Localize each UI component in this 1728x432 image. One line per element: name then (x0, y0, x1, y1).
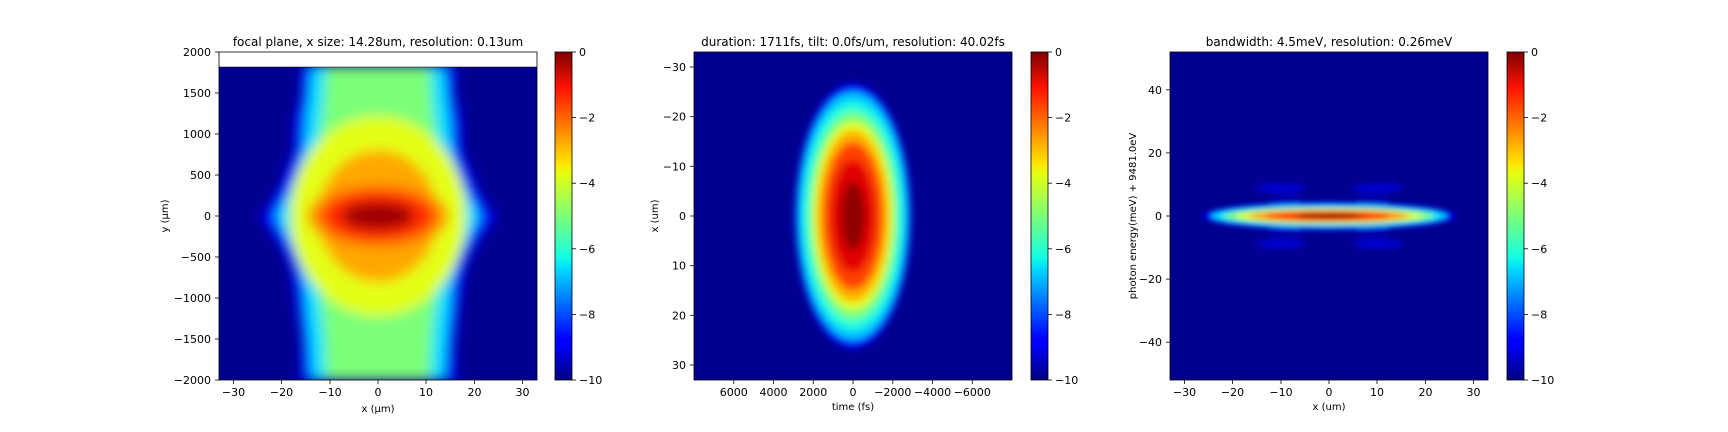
panel2-cbar-tick: −2 (1055, 112, 1071, 125)
panel3-cbar-tick: −10 (1531, 374, 1554, 387)
panel3-ylabel: photon energy(meV) + 9481.0eV (1128, 133, 1139, 300)
panel1-cbar-tick: −6 (579, 243, 595, 256)
panel1-xtick: 0 (375, 386, 382, 399)
panel2-xtick: −6000 (954, 386, 991, 399)
panel2-cbar-tick: −8 (1055, 308, 1071, 321)
panel1-ytick: 500 (190, 169, 211, 182)
panel1-xtick: −10 (318, 386, 341, 399)
panel2-cbar-tick: −4 (1055, 177, 1071, 190)
panel3-cbar-tick: 0 (1531, 46, 1538, 59)
panel-duration: duration: 1711fs, tilt: 0.0fs/um, resolu… (650, 35, 1078, 413)
panel1-xtick: 20 (468, 386, 482, 399)
panel2-cbar-tick: −6 (1055, 243, 1071, 256)
panel1-heatmap (219, 52, 537, 380)
panel1-cbar-tick: −8 (579, 308, 595, 321)
panel2-ytick: 0 (679, 210, 686, 223)
panel3-xtick: −30 (1173, 386, 1196, 399)
panel3-ytick: −20 (1139, 273, 1162, 286)
panel1-ytick: −500 (181, 251, 211, 264)
panel2-xtick: 0 (850, 386, 857, 399)
panel2-xtick: 4000 (760, 386, 788, 399)
panel1-title: focal plane, x size: 14.28um, resolution… (233, 35, 523, 49)
panel2-xlabel: time (fs) (832, 402, 874, 413)
panel1-ylabel: y (μm) (160, 199, 171, 232)
panel1-xtick: −30 (222, 386, 245, 399)
panel1-ytick: −1500 (174, 333, 211, 346)
panel1-ytick: −2000 (174, 374, 211, 387)
panel2-ytick: 30 (672, 359, 686, 372)
panel3-ytick: 40 (1148, 84, 1162, 97)
panel2-xtick: −4000 (914, 386, 951, 399)
panel2-ytick: −20 (663, 111, 686, 124)
panel1-cbar-tick: −4 (579, 177, 595, 190)
panel2-heatmap (694, 52, 1012, 380)
panel1-cbar-tick: −2 (579, 112, 595, 125)
panel1-ytick: 1500 (183, 87, 211, 100)
panel3-ticks: −30 −20 −10 0 10 20 30 40 20 0 −20 −40 (1139, 84, 1481, 399)
panel1-cbar-tick: 0 (579, 46, 586, 59)
panel2-cbar-tick: 0 (1055, 46, 1062, 59)
panel1-xtick: 30 (516, 386, 530, 399)
panel-bandwidth: bandwidth: 4.5meV, resolution: 0.26meV (1128, 35, 1554, 413)
panel1-ticks: −30 −20 −10 0 10 20 30 2000 1500 1000 50… (174, 46, 530, 399)
panel2-ytick: −10 (663, 160, 686, 173)
panel3-xtick: 0 (1326, 386, 1333, 399)
panel2-xtick: 2000 (799, 386, 827, 399)
panel3-xlabel: x (um) (1313, 402, 1346, 413)
panel3-heatmap (1170, 52, 1488, 380)
panel2-ytick: 20 (672, 309, 686, 322)
panel3-cbar-tick: −8 (1531, 308, 1547, 321)
panel2-colorbar: 0 −2 −4 −6 −8 −10 (1030, 46, 1078, 387)
panel-focal-plane: focal plane, x size: 14.28um, resolution… (160, 35, 602, 415)
panel3-xtick: −20 (1221, 386, 1244, 399)
panel3-xtick: 30 (1467, 386, 1481, 399)
panel1-ytick: 1000 (183, 128, 211, 141)
panel3-ytick: −40 (1139, 336, 1162, 349)
panel1-xtick: −20 (270, 386, 293, 399)
panel2-ylabel: x (um) (650, 199, 661, 232)
panel3-cbar-tick: −4 (1531, 177, 1547, 190)
panel3-xtick: 10 (1370, 386, 1384, 399)
panel2-xtick: −2000 (874, 386, 911, 399)
panel3-cbar-tick: −6 (1531, 243, 1547, 256)
panel1-xlabel: x (μm) (361, 404, 394, 415)
panel1-ytick: −1000 (174, 292, 211, 305)
panel2-cbar-tick: −10 (1055, 374, 1078, 387)
panel3-ytick: 20 (1148, 147, 1162, 160)
panel3-title: bandwidth: 4.5meV, resolution: 0.26meV (1206, 35, 1453, 49)
panel1-cbar-tick: −10 (579, 374, 602, 387)
panel3-colorbar: 0 −2 −4 −6 −8 −10 (1506, 46, 1554, 387)
panel1-colorbar: 0 −2 −4 −6 −8 −10 (554, 46, 602, 387)
panel3-ytick: 0 (1155, 210, 1162, 223)
panel1-ytick: 0 (204, 210, 211, 223)
panel1-xtick: 10 (419, 386, 433, 399)
panel3-xtick: −10 (1269, 386, 1292, 399)
panel1-ytick: 2000 (183, 46, 211, 59)
panel2-ytick: 10 (672, 260, 686, 273)
panel3-cbar-tick: −2 (1531, 112, 1547, 125)
panel2-ytick: −30 (663, 61, 686, 74)
panel2-xtick: 6000 (720, 386, 748, 399)
panel2-title: duration: 1711fs, tilt: 0.0fs/um, resolu… (701, 35, 1005, 49)
panel2-ticks: 6000 4000 2000 0 −2000 −4000 −6000 −30 −… (663, 61, 991, 399)
panel3-xtick: 20 (1419, 386, 1433, 399)
